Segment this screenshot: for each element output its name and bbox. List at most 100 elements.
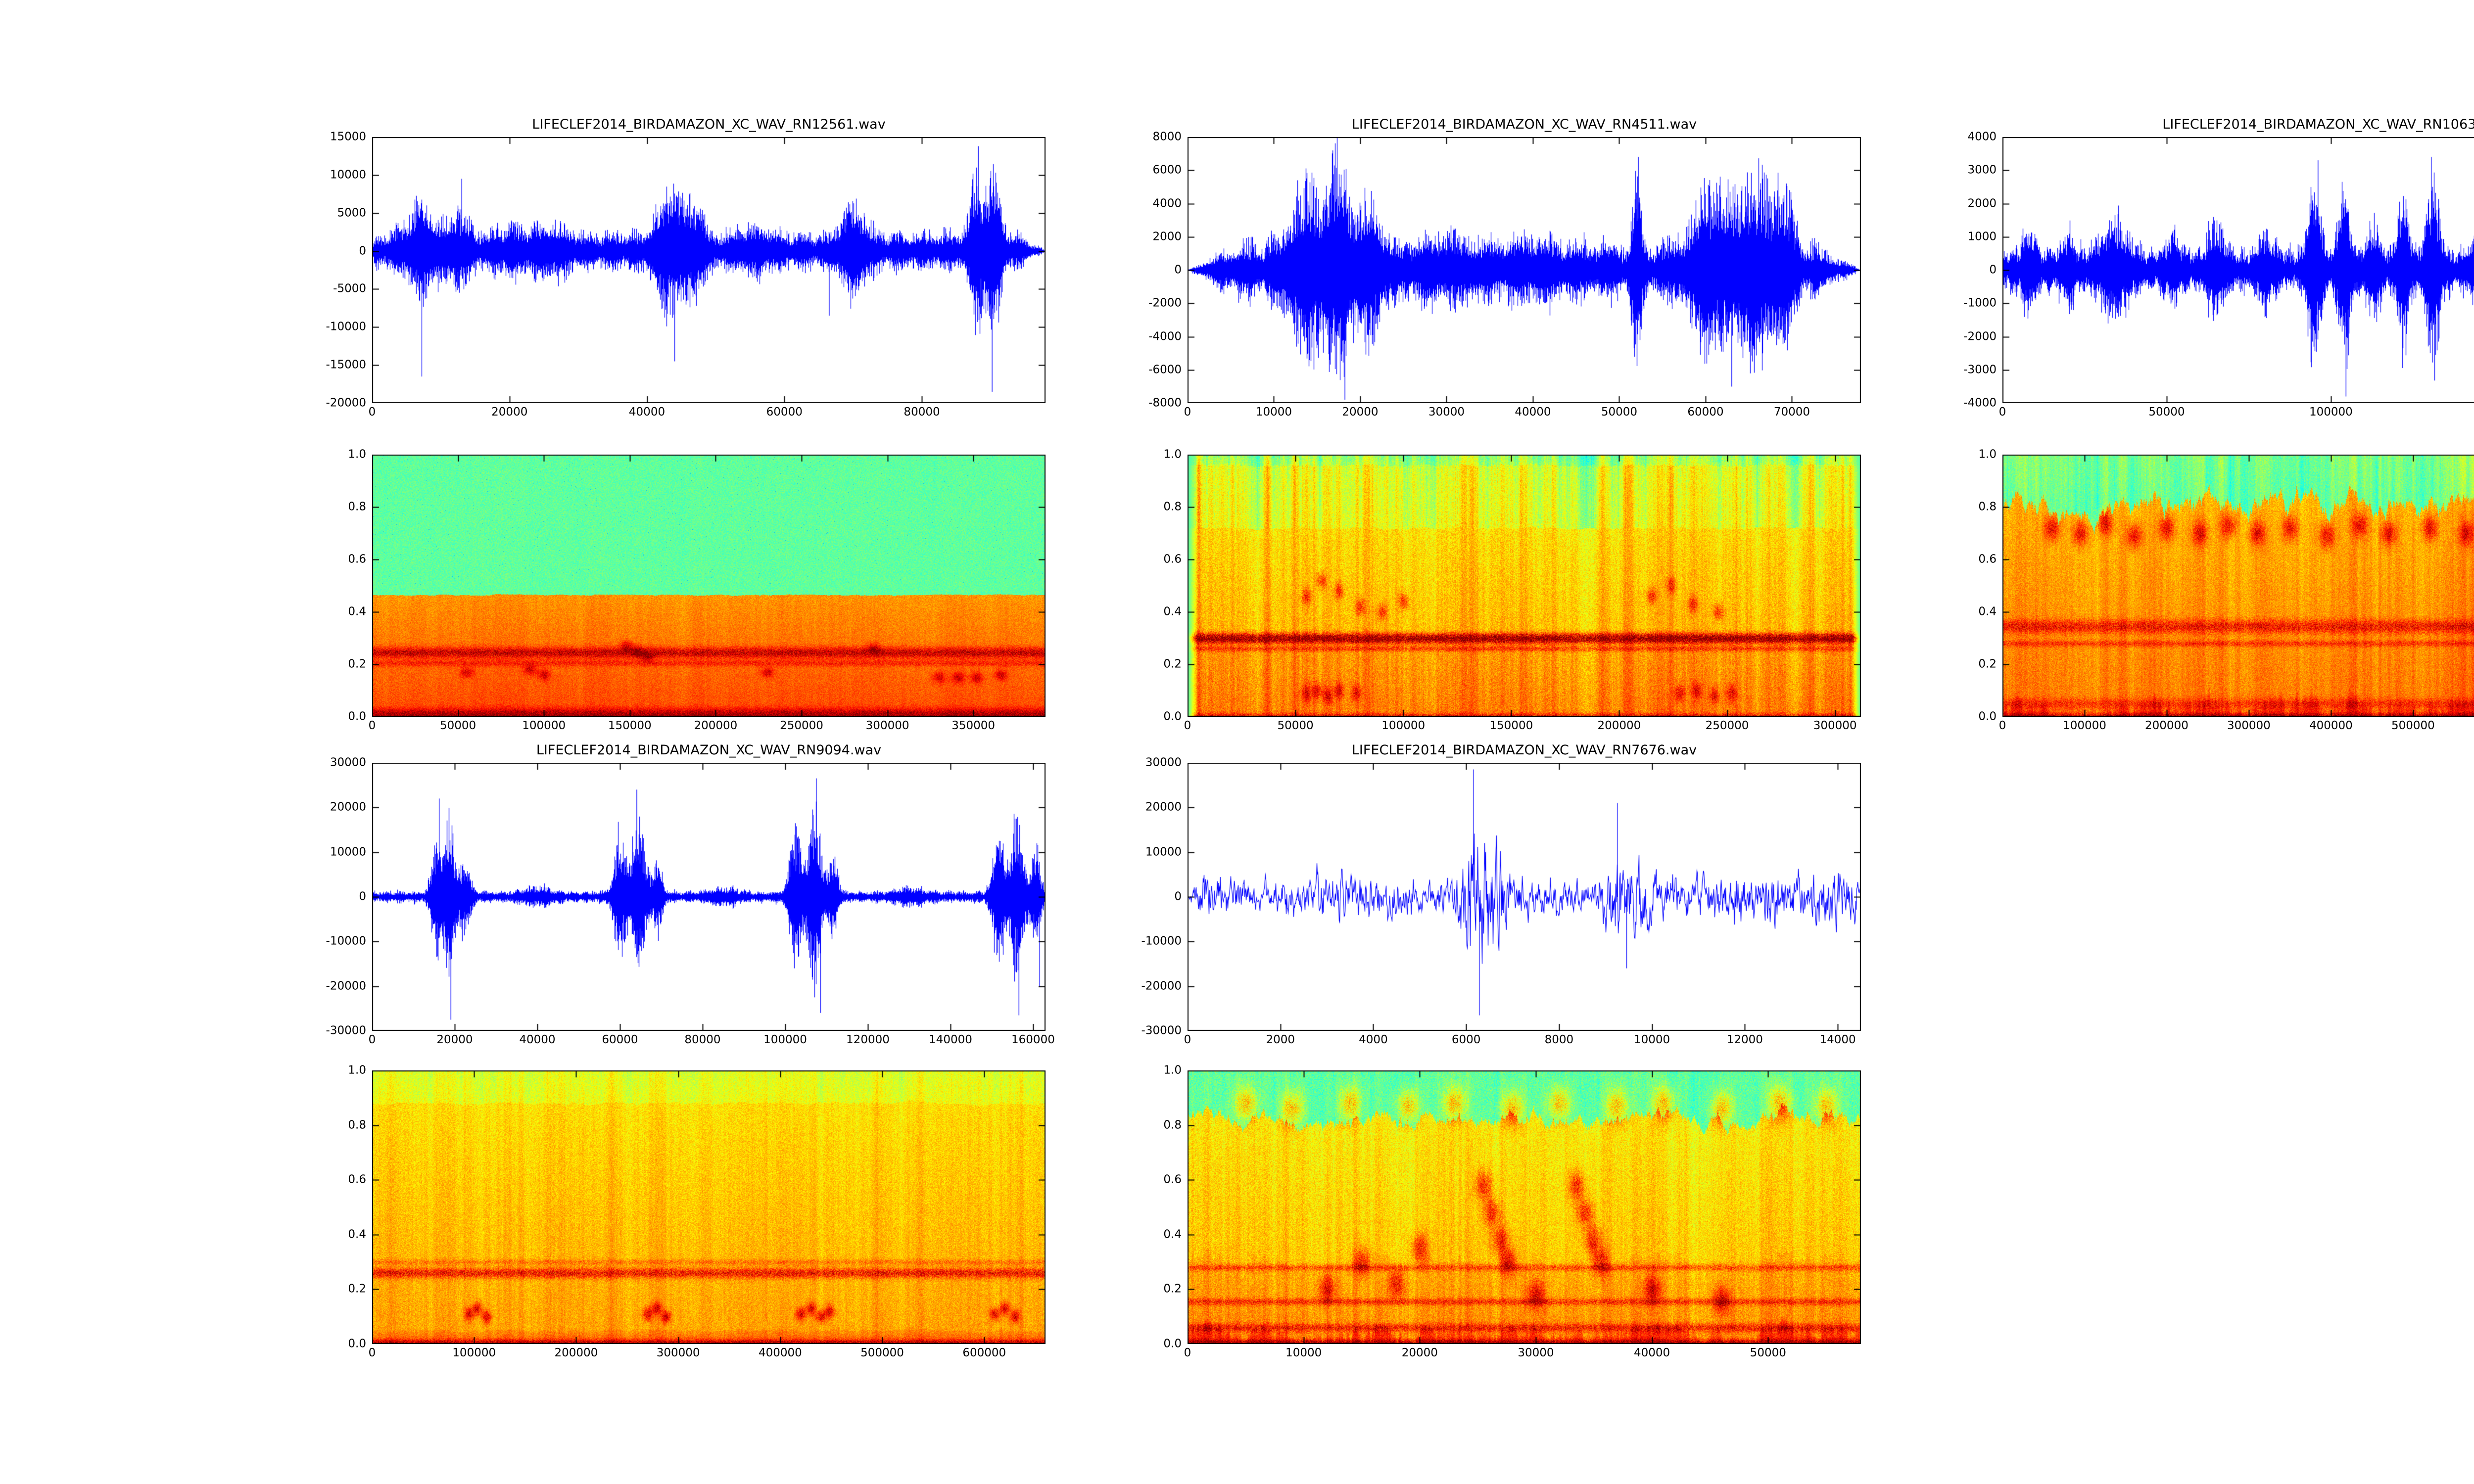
y-tick-label: 0	[359, 890, 366, 903]
x-tick-label: 300000	[656, 1346, 700, 1359]
y-tick-label: 20000	[1145, 800, 1182, 814]
x-tick-label: 250000	[780, 719, 823, 732]
y-tick-label: 3000	[1967, 163, 1997, 177]
y-tick-label: 0.4	[1163, 1228, 1182, 1241]
x-tick-label: 400000	[758, 1346, 802, 1359]
y-tick-label: -1000	[1963, 296, 1997, 310]
y-tick-label: 0	[1174, 890, 1182, 903]
y-tick-label: 1.0	[348, 1064, 366, 1077]
y-tick-label: 0.6	[348, 553, 366, 566]
x-tick-label: 350000	[952, 719, 996, 732]
x-tick-label: 0	[1184, 1033, 1191, 1046]
x-tick-label: 50000	[1277, 719, 1314, 732]
y-axis-ticks: 0.0 0.2 0.4 0.6 0.8 1.0	[282, 449, 366, 722]
y-tick-label: -15000	[326, 358, 366, 371]
x-tick-label: 300000	[1813, 719, 1857, 732]
y-tick-label: 1.0	[1163, 448, 1182, 461]
y-tick-label: -4000	[1148, 330, 1182, 343]
y-tick-label: 6000	[1152, 163, 1182, 177]
y-tick-label: 0.6	[1978, 553, 1997, 566]
x-tick-label: 200000	[554, 1346, 598, 1359]
y-tick-label: 0.0	[348, 1337, 366, 1350]
x-tick-label: 50000	[2148, 406, 2185, 418]
x-tick-label: 200000	[2145, 719, 2189, 732]
spectrogram-plot-rn12561: 0 50000 100000 150000 200000 250000 300000 3500…	[348, 449, 1046, 732]
x-tick-label: 0	[1998, 719, 2006, 732]
x-tick-label: 14000	[1819, 1033, 1856, 1046]
x-tick-label: 400000	[2309, 719, 2353, 732]
y-tick-label: 0.6	[1163, 1173, 1182, 1186]
y-tick-label: -6000	[1148, 363, 1182, 376]
x-tick-label: 250000	[1705, 719, 1749, 732]
y-tick-label: 1.0	[1978, 448, 1997, 461]
waveform-canvas	[1188, 137, 1861, 403]
plot-title: LIFECLEF2014_BIRDAMAZON_XC_WAV_RN12561.w…	[532, 117, 886, 132]
waveform-canvas	[372, 137, 1046, 403]
y-axis-ticks: 4000 3000 2000 1000 0 -1000 -2000 -3000 -4000	[1912, 131, 1997, 409]
x-tick-label: 70000	[1773, 406, 1810, 418]
y-tick-label: 2000	[1967, 197, 1997, 210]
y-tick-label: -20000	[326, 979, 366, 993]
y-tick-label: -8000	[1148, 396, 1182, 410]
x-axis-ticks: 0 2000 4000 6000 8000 10000 12000 14000	[1184, 1033, 1861, 1056]
x-axis-ticks: 0 50000 100000 150000 200000 250000 300000 3500…	[369, 719, 1046, 742]
y-tick-label: 15000	[330, 130, 366, 143]
x-tick-label: 300000	[2227, 719, 2271, 732]
x-tick-label: 8000	[1544, 1033, 1574, 1046]
y-tick-label: 0.0	[348, 710, 366, 723]
y-tick-label: 0.4	[348, 1228, 366, 1241]
y-axis-ticks: 0.0 0.2 0.4 0.6 0.8 1.0	[282, 1065, 366, 1349]
y-tick-label: -4000	[1963, 396, 1997, 410]
x-tick-label: 30000	[1518, 1346, 1554, 1359]
y-tick-label: -10000	[326, 934, 366, 948]
x-tick-label: 60000	[602, 1033, 638, 1046]
y-tick-label: 0.0	[1163, 1337, 1182, 1350]
y-tick-label: 0.2	[348, 657, 366, 671]
spectrogram-plot-rn9094: 0 100000 200000 300000 400000 500000 600000 0.…	[348, 1065, 1046, 1359]
y-axis-ticks: 0.0 0.2 0.4 0.6 0.8 1.0	[1097, 449, 1182, 722]
x-tick-label: 0	[1184, 406, 1191, 418]
x-tick-label: 20000	[436, 1033, 473, 1046]
waveform-plot-rn12561: LIFECLEF2014_BIRDAMAZON_XC_WAV_RN12561.w…	[326, 117, 1046, 418]
y-axis-ticks: 0.0 0.2 0.4 0.6 0.8 1.0	[1097, 1065, 1182, 1349]
y-tick-label: 1.0	[348, 448, 366, 461]
x-tick-label: 100000	[2063, 719, 2106, 732]
x-tick-label: 500000	[860, 1346, 904, 1359]
y-tick-label: 4000	[1152, 197, 1182, 210]
spectrogram-plot-rn7676: 0 10000 20000 30000 40000 50000 0.0 0.2 0.4 0.6 0…	[1163, 1065, 1861, 1359]
x-axis-ticks: 0 20000 40000 60000 80000 100000 120000 140000 1…	[369, 1033, 1055, 1056]
y-axis-ticks: 15000 10000 5000 0 -5000 -10000 -15000 -20000	[282, 131, 366, 409]
plot-title: LIFECLEF2014_BIRDAMAZON_XC_WAV_RN4511.wa…	[1351, 117, 1697, 132]
x-axis-ticks: 0 10000 20000 30000 40000 50000	[1184, 1346, 1861, 1369]
y-tick-label: 30000	[1145, 756, 1182, 769]
y-tick-label: 0.6	[1163, 553, 1182, 566]
y-tick-label: 0.8	[348, 1118, 366, 1132]
y-tick-label: 10000	[1145, 845, 1182, 859]
x-tick-label: 80000	[684, 1033, 721, 1046]
spectrogram-canvas	[372, 1070, 1046, 1344]
spectrogram-plot-rn10639: 0100000200000300000400000500000600000700…	[1978, 449, 2474, 732]
y-tick-label: -30000	[1141, 1024, 1182, 1037]
y-tick-label: 1000	[1967, 230, 1997, 243]
x-tick-label: 600000	[962, 1346, 1006, 1359]
y-tick-label: -2000	[1148, 296, 1182, 310]
y-tick-label: -20000	[1141, 979, 1182, 993]
x-tick-label: 30000	[1428, 406, 1465, 418]
x-tick-label: 10000	[1255, 406, 1292, 418]
y-tick-label: 0.4	[1978, 605, 1997, 618]
x-tick-label: 100000	[763, 1033, 807, 1046]
y-tick-label: 0.0	[1978, 710, 1997, 723]
y-tick-label: 30000	[330, 756, 366, 769]
spectrogram-canvas	[2002, 455, 2474, 717]
x-tick-label: 60000	[766, 406, 803, 418]
x-tick-label: 2000	[1266, 1033, 1295, 1046]
x-tick-label: 10000	[1634, 1033, 1670, 1046]
x-tick-label: 40000	[1515, 406, 1551, 418]
x-tick-label: 40000	[1634, 1346, 1670, 1359]
x-tick-label: 500000	[2391, 719, 2435, 732]
x-tick-label: 12000	[1726, 1033, 1763, 1046]
y-tick-label: 0.2	[1163, 657, 1182, 671]
spectrogram-canvas	[1188, 455, 1861, 717]
x-axis-ticks: 0 50000 100000 150000 200000 250000 300000	[1184, 719, 1861, 742]
